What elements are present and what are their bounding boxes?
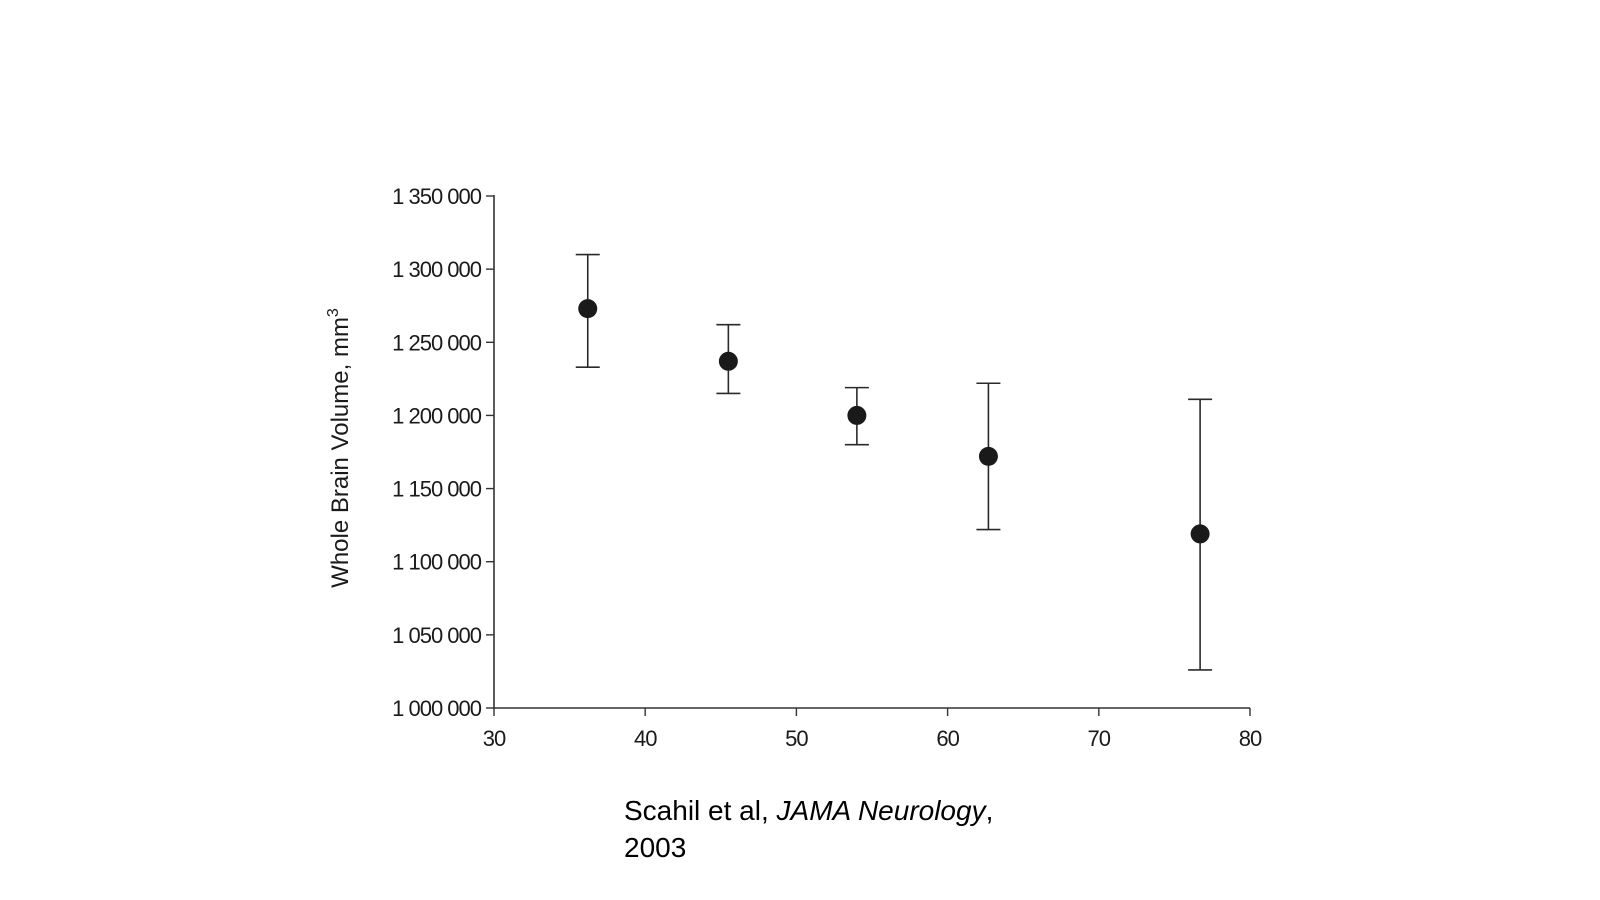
data-point (978, 446, 998, 466)
data-point (847, 405, 867, 425)
y-axis-ticks: 1 000 000 1 050 000 1 100 000 1 150 000 1 20… (392, 184, 494, 721)
y-tick-label: 1 150 000 (392, 477, 482, 502)
x-tick-label: 70 (1088, 726, 1111, 751)
x-tick-label: 30 (483, 726, 506, 751)
data-point (1190, 524, 1210, 544)
y-tick-label: 1 350 000 (392, 184, 482, 209)
x-axis-ticks: 30 40 50 60 70 80 (483, 708, 1263, 751)
citation-year: 2003 (624, 832, 687, 863)
citation-separator: , (985, 795, 994, 826)
citation: Scahil et al, JAMA Neurology, 2003 (624, 792, 993, 866)
y-tick-label: 1 100 000 (392, 550, 482, 575)
data-point (718, 351, 738, 371)
x-tick-label: 50 (785, 726, 808, 751)
y-tick-label: 1 200 000 (392, 403, 482, 428)
data-points (578, 299, 1210, 544)
x-tick-label: 60 (936, 726, 959, 751)
x-tick-label: 40 (634, 726, 657, 751)
x-tick-label: 80 (1239, 726, 1262, 751)
y-tick-label: 1 250 000 (392, 330, 482, 355)
y-tick-label: 1 300 000 (392, 257, 482, 282)
error-bars (575, 253, 1213, 671)
data-point (578, 299, 598, 319)
y-tick-label: 1 050 000 (392, 623, 482, 648)
y-axis-title: Whole Brain Volume, mm3 (325, 308, 354, 588)
y-tick-label: 1 000 000 (392, 696, 482, 721)
citation-authors: Scahil et al, (624, 795, 777, 826)
citation-journal: JAMA Neurology (776, 795, 986, 826)
axes (493, 195, 1250, 709)
